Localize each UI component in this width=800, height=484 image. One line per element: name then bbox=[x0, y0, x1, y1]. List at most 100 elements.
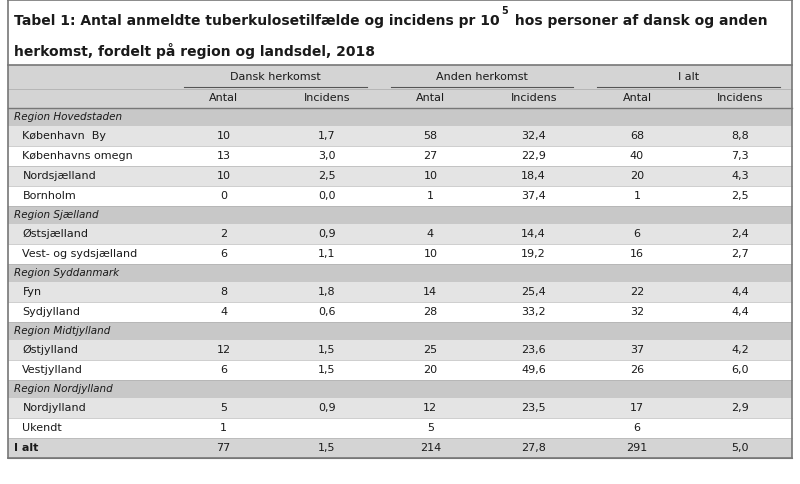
Text: 7,3: 7,3 bbox=[731, 151, 749, 161]
Text: Antal: Antal bbox=[622, 93, 651, 103]
Text: 14: 14 bbox=[423, 287, 438, 297]
Bar bbox=[8, 146, 792, 166]
Text: København  By: København By bbox=[22, 131, 106, 141]
Text: 4,4: 4,4 bbox=[731, 307, 750, 317]
Text: 25: 25 bbox=[423, 345, 438, 355]
Text: 214: 214 bbox=[420, 443, 441, 453]
Text: 28: 28 bbox=[423, 307, 438, 317]
Text: 10: 10 bbox=[423, 249, 438, 259]
Bar bbox=[8, 186, 792, 206]
Text: 13: 13 bbox=[217, 151, 230, 161]
Text: 4: 4 bbox=[426, 229, 434, 239]
Text: 6: 6 bbox=[634, 229, 641, 239]
Text: 0,6: 0,6 bbox=[318, 307, 336, 317]
Text: I alt: I alt bbox=[14, 443, 38, 453]
Bar bbox=[8, 302, 792, 322]
Text: 291: 291 bbox=[626, 443, 648, 453]
Text: 1,5: 1,5 bbox=[318, 365, 336, 375]
Text: Fyn: Fyn bbox=[22, 287, 42, 297]
Text: 12: 12 bbox=[423, 403, 438, 413]
Text: 6: 6 bbox=[220, 249, 227, 259]
Text: 26: 26 bbox=[630, 365, 644, 375]
Bar bbox=[8, 398, 792, 418]
Text: 19,2: 19,2 bbox=[522, 249, 546, 259]
Text: 6: 6 bbox=[634, 423, 641, 433]
Text: 77: 77 bbox=[217, 443, 230, 453]
Bar bbox=[8, 65, 792, 89]
Text: 22,9: 22,9 bbox=[522, 151, 546, 161]
Text: 5: 5 bbox=[220, 403, 227, 413]
Text: 8,8: 8,8 bbox=[731, 131, 750, 141]
Text: Antal: Antal bbox=[209, 93, 238, 103]
Text: Østsjælland: Østsjælland bbox=[22, 229, 89, 239]
Text: 3,0: 3,0 bbox=[318, 151, 336, 161]
Bar bbox=[8, 340, 792, 360]
Text: Nordjylland: Nordjylland bbox=[22, 403, 86, 413]
Text: 1: 1 bbox=[427, 191, 434, 201]
Bar bbox=[8, 282, 792, 302]
Bar bbox=[8, 166, 792, 186]
Text: 2: 2 bbox=[220, 229, 227, 239]
Text: 10: 10 bbox=[217, 171, 230, 181]
Text: 37: 37 bbox=[630, 345, 644, 355]
Bar bbox=[8, 438, 792, 458]
Text: Dansk herkomst: Dansk herkomst bbox=[230, 72, 321, 82]
Text: Tabel 1: Antal anmeldte tuberkulosetilfælde og incidens pr 10: Tabel 1: Antal anmeldte tuberkulosetilfæ… bbox=[14, 14, 500, 28]
Bar bbox=[8, 264, 792, 282]
Text: 5: 5 bbox=[502, 6, 508, 16]
Bar bbox=[8, 0, 792, 65]
Text: Region Sjælland: Region Sjælland bbox=[14, 210, 99, 220]
Text: 68: 68 bbox=[630, 131, 644, 141]
Text: I alt: I alt bbox=[678, 72, 699, 82]
Text: 1,5: 1,5 bbox=[318, 345, 336, 355]
Text: Region Midtjylland: Region Midtjylland bbox=[14, 326, 110, 336]
Text: 22: 22 bbox=[630, 287, 644, 297]
Text: 2,5: 2,5 bbox=[318, 171, 336, 181]
Text: Incidens: Incidens bbox=[717, 93, 763, 103]
Text: Region Nordjylland: Region Nordjylland bbox=[14, 384, 113, 394]
Text: 8: 8 bbox=[220, 287, 227, 297]
Text: 2,5: 2,5 bbox=[731, 191, 749, 201]
Bar bbox=[8, 89, 792, 108]
Text: 4,2: 4,2 bbox=[731, 345, 750, 355]
Text: 12: 12 bbox=[217, 345, 230, 355]
Bar bbox=[8, 108, 792, 126]
Text: 23,5: 23,5 bbox=[522, 403, 546, 413]
Bar bbox=[8, 380, 792, 398]
Bar bbox=[8, 224, 792, 244]
Text: 2,4: 2,4 bbox=[731, 229, 750, 239]
Text: 0,0: 0,0 bbox=[318, 191, 336, 201]
Text: 5: 5 bbox=[427, 423, 434, 433]
Text: 23,6: 23,6 bbox=[522, 345, 546, 355]
Bar bbox=[8, 418, 792, 438]
Bar bbox=[8, 360, 792, 380]
Text: 18,4: 18,4 bbox=[522, 171, 546, 181]
Text: 37,4: 37,4 bbox=[522, 191, 546, 201]
Text: hos personer af dansk og anden: hos personer af dansk og anden bbox=[510, 14, 767, 28]
Text: 58: 58 bbox=[423, 131, 438, 141]
Text: 2,7: 2,7 bbox=[731, 249, 750, 259]
Text: 2,9: 2,9 bbox=[731, 403, 750, 413]
Text: 6,0: 6,0 bbox=[731, 365, 749, 375]
Text: 20: 20 bbox=[630, 171, 644, 181]
Text: 17: 17 bbox=[630, 403, 644, 413]
Text: 1: 1 bbox=[634, 191, 641, 201]
Text: 1,1: 1,1 bbox=[318, 249, 336, 259]
Text: Incidens: Incidens bbox=[304, 93, 350, 103]
Text: 33,2: 33,2 bbox=[522, 307, 546, 317]
Text: 40: 40 bbox=[630, 151, 644, 161]
Text: 1,7: 1,7 bbox=[318, 131, 336, 141]
Text: 0,9: 0,9 bbox=[318, 229, 336, 239]
Text: 20: 20 bbox=[423, 365, 438, 375]
Text: 27: 27 bbox=[423, 151, 438, 161]
Text: 16: 16 bbox=[630, 249, 644, 259]
Text: 1: 1 bbox=[220, 423, 227, 433]
Text: 6: 6 bbox=[220, 365, 227, 375]
Text: Region Hovedstaden: Region Hovedstaden bbox=[14, 112, 122, 122]
Text: 10: 10 bbox=[217, 131, 230, 141]
Text: 49,6: 49,6 bbox=[522, 365, 546, 375]
Text: Nordsjælland: Nordsjælland bbox=[22, 171, 96, 181]
Text: Ukendt: Ukendt bbox=[22, 423, 62, 433]
Text: 5,0: 5,0 bbox=[731, 443, 749, 453]
Text: 4: 4 bbox=[220, 307, 227, 317]
